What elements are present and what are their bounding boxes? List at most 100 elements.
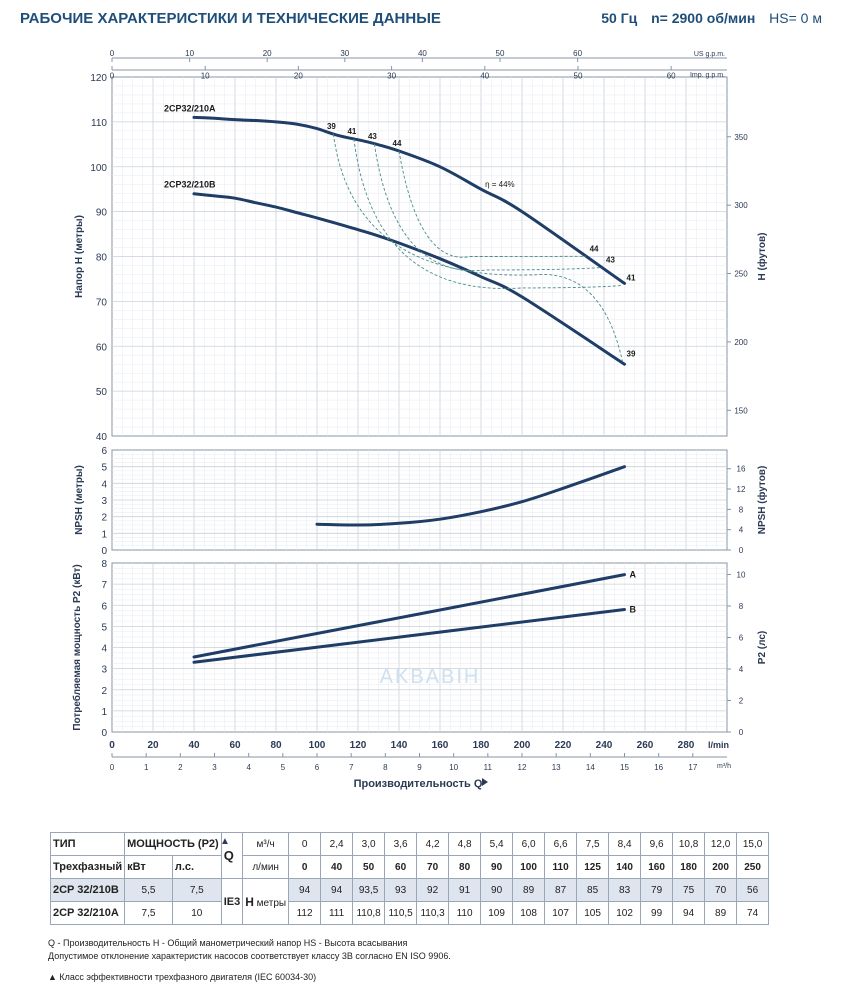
q-m3h-cell: 5,4 (480, 832, 514, 856)
x-tick-label-m3h: 4 (246, 763, 251, 772)
y-axis-label-right-power: P2 (лс) (757, 631, 768, 664)
note-tolerance: Допустимое отклонение характеристик насо… (48, 951, 451, 961)
x-axis-title: Производительность Q (354, 778, 483, 790)
col-phase-header: Трехфазный (49, 855, 126, 879)
efficiency-label-a: 44 (393, 139, 402, 148)
y-axis-label-npsh: NPSH (метры) (74, 465, 85, 535)
h-cell: 92 (416, 878, 450, 902)
us-gpm-tick-label: 30 (340, 49, 349, 58)
power-curve-b (192, 608, 626, 664)
us-gpm-tick-label: 40 (418, 49, 427, 58)
q-m3h-cell: 4,8 (448, 832, 482, 856)
us-gpm-tick-label: 20 (263, 49, 272, 58)
y-right-tick-label-head: 150 (734, 406, 748, 415)
q-lmin-cell: 60 (384, 855, 418, 879)
h-cell: 56 (736, 878, 770, 902)
q-m3h-cell: 10,8 (672, 832, 706, 856)
x-tick-label-m3h: 11 (484, 763, 493, 772)
y-tick-label-power: 8 (101, 559, 107, 570)
y-right-tick-label-npsh: 8 (739, 505, 744, 514)
h-cell: 110 (448, 901, 482, 925)
x-tick-label-lmin: 240 (596, 740, 613, 751)
q-m3h-cell: 2,4 (320, 832, 354, 856)
q-m3h-cell: 15,0 (736, 832, 770, 856)
y-right-tick-label-head: 300 (734, 201, 748, 210)
h-cell: 87 (544, 878, 578, 902)
suction-height: HS= 0 м (769, 10, 822, 26)
hp-cell: 10 (171, 901, 222, 925)
x-tick-label-lmin: 220 (555, 740, 572, 751)
frequency: 50 Гц (601, 10, 638, 26)
h-cell: 83 (608, 878, 642, 902)
h-unit-cell: H метры (242, 878, 290, 925)
operating-conditions: 50 Гц n= 2900 об/мин HS= 0 м (601, 10, 822, 26)
efficiency-label-b: 43 (606, 255, 615, 264)
y-tick-label-head: 40 (96, 432, 108, 443)
us-gpm-tick-label: 60 (573, 49, 582, 58)
y-axis-label-power: Потребляемая мощность P2 (кВт) (71, 564, 83, 730)
y-tick-label-npsh: 3 (101, 496, 107, 507)
us-gpm-tick-label: 10 (185, 49, 194, 58)
kw-cell: 7,5 (124, 901, 173, 925)
power-series-label-b: B (630, 604, 637, 614)
y-right-tick-label-npsh: 0 (739, 546, 744, 555)
efficiency-isoline (353, 138, 623, 289)
x-tick-label-m3h: 2 (178, 763, 183, 772)
q-lmin-cell: 100 (512, 855, 546, 879)
x-tick-label-m3h: 6 (315, 763, 320, 772)
y-tick-label-power: 0 (101, 728, 107, 739)
h-cell: 112 (288, 901, 322, 925)
q-m3h-cell: 12,0 (704, 832, 738, 856)
x-tick-label-lmin: 140 (391, 740, 408, 751)
y-axis-label-right-npsh: NPSH (футов) (756, 466, 768, 535)
y-tick-label-head: 50 (96, 387, 108, 398)
y-right-tick-label-power: 0 (739, 728, 744, 737)
x-tick-label-lmin: 280 (678, 740, 695, 751)
h-cell: 94 (320, 878, 354, 902)
col-kw-header: кВт (124, 855, 173, 879)
y-tick-label-head: 80 (96, 253, 108, 264)
y-tick-label-power: 2 (101, 686, 107, 697)
y-right-tick-label-head: 250 (734, 270, 748, 279)
ie-symbol-holder: ▲ (220, 832, 249, 847)
power-series-label-a: A (630, 570, 637, 580)
x-tick-label-lmin: 200 (514, 740, 531, 751)
h-cell: 89 (704, 901, 738, 925)
q-m3h-cell: 8,4 (608, 832, 642, 856)
col-hp-header: л.с. (171, 855, 222, 879)
series-label-a: 2CP32/210A (164, 103, 216, 113)
h-cell: 99 (640, 901, 674, 925)
efficiency-label-b: 39 (627, 350, 636, 359)
y-right-tick-label-npsh: 12 (737, 485, 746, 494)
us-gpm-unit: US g.p.m. (694, 51, 725, 58)
q-m3h-cell: 3,0 (352, 832, 386, 856)
y-right-tick-label-power: 2 (739, 696, 744, 705)
x-tick-label-m3h: 0 (110, 763, 115, 772)
q-m3h-cell: 4,2 (416, 832, 450, 856)
x-tick-label-lmin: 0 (109, 740, 115, 751)
x-tick-label-m3h: 17 (688, 763, 697, 772)
x-tick-label-lmin: 120 (350, 740, 367, 751)
q-lmin-cell: 90 (480, 855, 514, 879)
imp-gpm-tick-label: 40 (480, 72, 489, 81)
hp-cell: 7,5 (171, 878, 222, 902)
imp-gpm-unit: Imp. g.p.m. (690, 72, 725, 79)
x-tick-label-lmin: 160 (432, 740, 449, 751)
y-right-tick-label-head: 200 (734, 338, 748, 347)
efficiency-label-a: 39 (327, 122, 336, 131)
h-label: H (245, 894, 254, 909)
head-curve-b (192, 192, 626, 366)
q-lmin-cell: 50 (352, 855, 386, 879)
efficiency-label-b: 41 (627, 273, 636, 282)
q-lmin-cell: 125 (576, 855, 610, 879)
h-cell: 109 (480, 901, 514, 925)
us-gpm-tick-label: 0 (110, 49, 115, 58)
q-lmin-cell: 200 (704, 855, 738, 879)
model-2cp32-210b: 2CP 32/210B (49, 878, 126, 902)
h-cell: 102 (608, 901, 642, 925)
x-tick-label-lmin: 80 (270, 740, 282, 751)
y-tick-label-npsh: 4 (101, 479, 107, 490)
h-cell: 93 (384, 878, 418, 902)
h-cell: 108 (512, 901, 546, 925)
h-cell: 110,3 (416, 901, 450, 925)
